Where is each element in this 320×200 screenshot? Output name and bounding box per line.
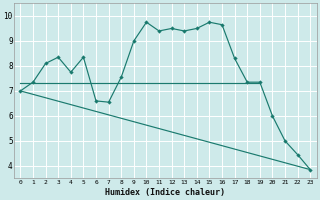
X-axis label: Humidex (Indice chaleur): Humidex (Indice chaleur) [105, 188, 225, 197]
